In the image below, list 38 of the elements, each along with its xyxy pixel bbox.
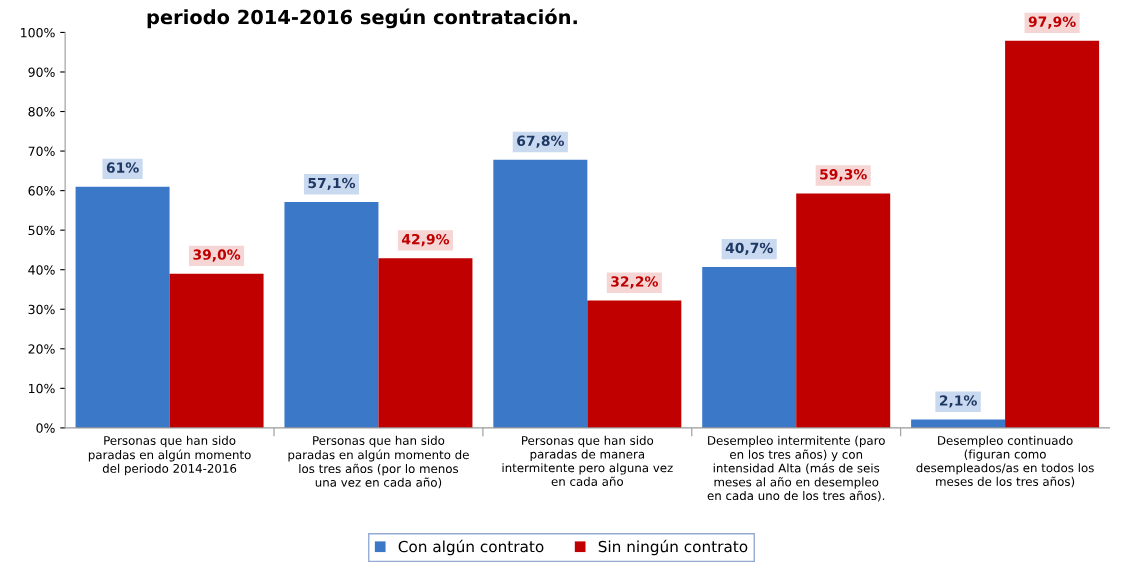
y-tick-label: 90%	[28, 67, 55, 77]
data-label: 61%	[106, 162, 139, 173]
x-tick-label: Desempleo intermitente (paro en los tres años) y con intensidad Alta (más de seis meses al año en desempleo en cada uno de los tres años).	[707, 435, 885, 502]
bar	[75, 186, 170, 428]
y-tick-label: 0%	[36, 423, 55, 433]
data-label: 2,1%	[939, 395, 977, 408]
x-tick-label: Personas que han sido paradas en algún momento del periodo 2014-2016	[88, 435, 251, 476]
data-label: 57,1%	[308, 177, 356, 191]
y-tick-label: 60%	[28, 186, 55, 196]
bar	[284, 202, 379, 428]
data-label: 97,9%	[1028, 16, 1076, 29]
x-tick-label: Personas que han sido paradas de manera intermitente pero alguna vez en cada año	[502, 435, 673, 486]
bar	[796, 193, 891, 428]
y-tick-label: 20%	[28, 344, 55, 354]
y-tick-label: 80%	[28, 107, 55, 117]
y-tick-label: 70%	[28, 146, 55, 156]
bar	[493, 159, 588, 428]
bar	[1005, 40, 1100, 428]
data-label: 59,3%	[820, 169, 867, 182]
chart-title: periodo 2014-2016 según contratación.	[147, 8, 577, 29]
y-tick-label: 30%	[28, 304, 55, 315]
legend-label: Sin ningún contrato	[598, 539, 748, 556]
legend-label: Con algún contrato	[398, 539, 544, 556]
data-label: 32,2%	[611, 276, 658, 289]
y-tick-label: 100%	[21, 27, 55, 38]
data-label: 67,8%	[517, 135, 564, 148]
y-tick-label: 50%	[28, 225, 55, 236]
bar	[702, 266, 797, 428]
x-tick-label: Desempleo continuado (figuran como desempleados/as en todos los meses de los tres años)	[916, 435, 1094, 488]
bar	[169, 273, 264, 428]
data-label: 40,7%	[725, 242, 773, 255]
y-tick-label: 40%	[28, 265, 55, 275]
bar	[587, 300, 682, 428]
bar	[378, 258, 473, 428]
data-label: 42,9%	[401, 233, 450, 247]
y-tick-label: 10%	[29, 383, 55, 394]
data-label: 39,0%	[193, 249, 241, 262]
x-tick-label: Personas que han sido paradas en algún momento de los tres años (por lo menos una vez en cada año)	[288, 435, 469, 489]
